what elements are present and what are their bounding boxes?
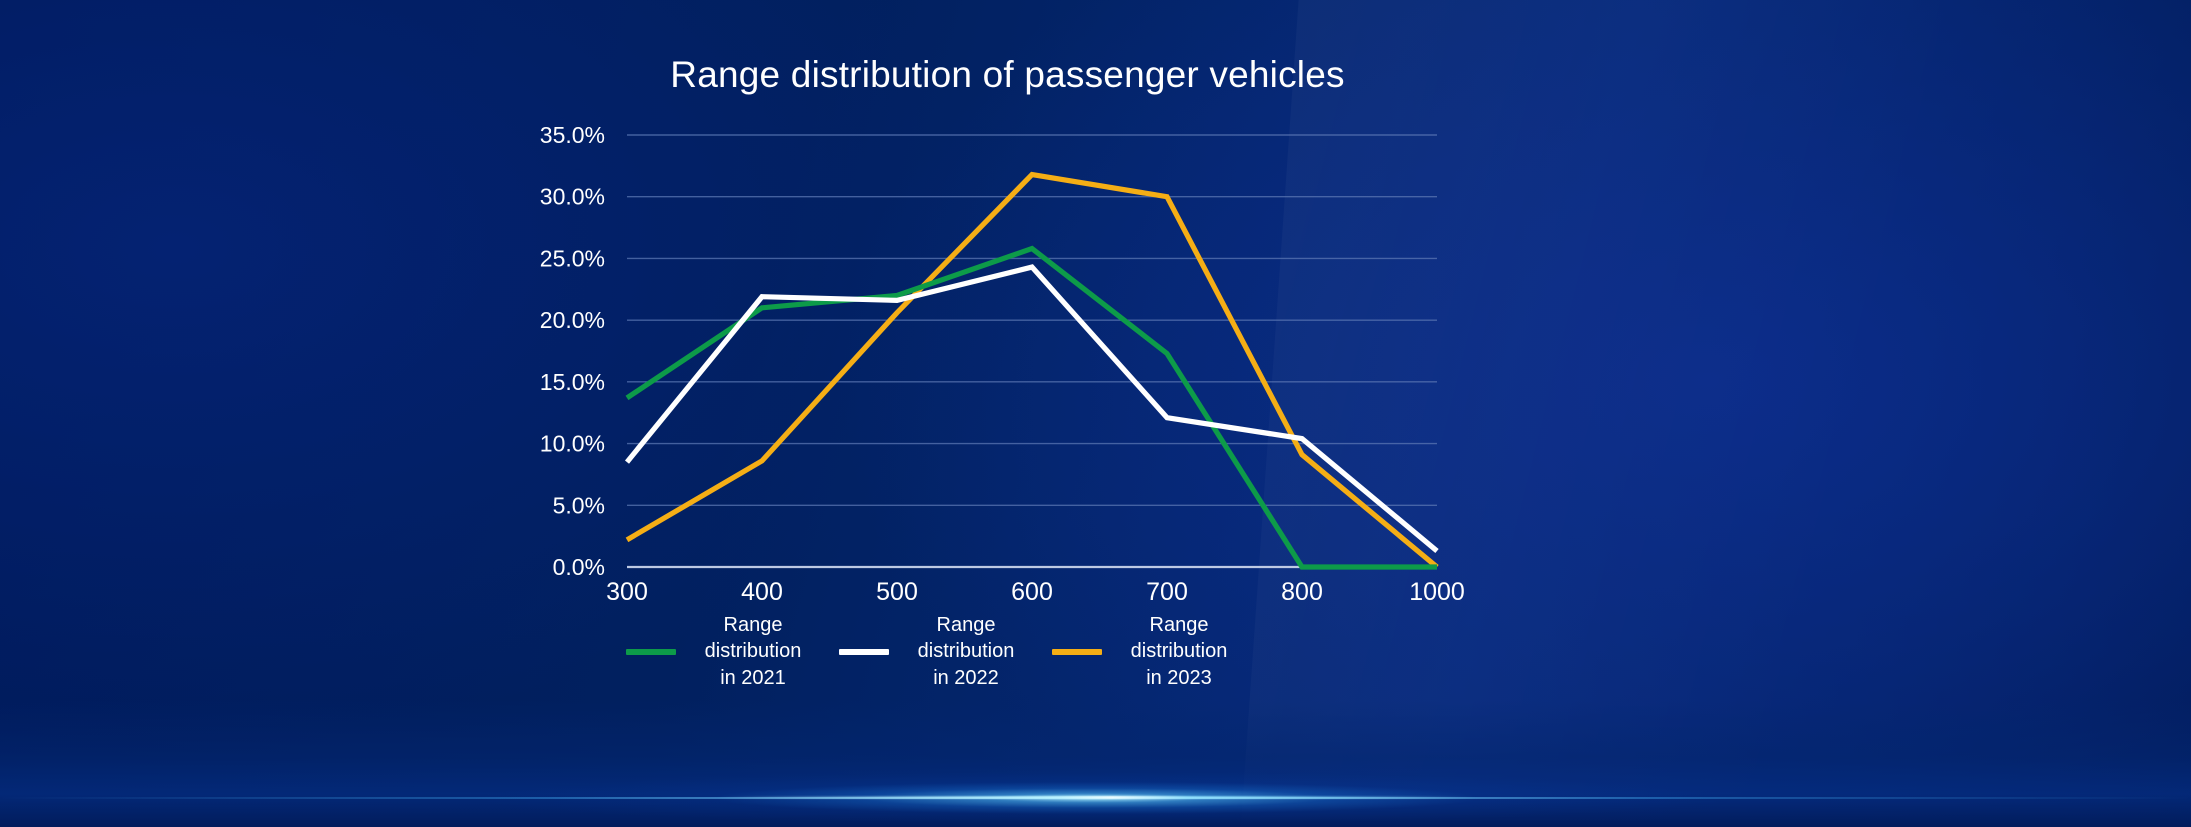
x-axis-tick-label: 1000 xyxy=(1409,578,1465,606)
legend-label: Range distribution in 2023 xyxy=(1115,612,1243,691)
chart-legend: Range distribution in 2021 Range distributio… xyxy=(626,612,1265,691)
legend-label-line-3: in 2022 xyxy=(933,666,999,689)
y-axis-tick-label: 10.0% xyxy=(540,431,605,457)
legend-label: Range distribution in 2022 xyxy=(902,612,1030,691)
x-axis-tick-label: 800 xyxy=(1281,578,1323,606)
chart-title: Range distribution of passenger vehicles xyxy=(670,54,1345,95)
legend-item-2[interactable]: Range distribution in 2022 xyxy=(839,612,1052,691)
series-line-range-distribution-in-2023 xyxy=(625,171,1439,569)
legend-label-line-2: distribution xyxy=(917,640,1015,663)
x-axis-tick-label: 600 xyxy=(1011,578,1053,606)
y-axis-tick-label: 25.0% xyxy=(540,245,605,271)
y-axis-tick-label: 0.0% xyxy=(553,554,605,580)
legend-label-line-1: Range xyxy=(723,614,783,636)
legend-label-line-2: distribution xyxy=(704,640,802,663)
legend-label: Range distribution in 2021 xyxy=(689,612,817,691)
legend-item-1[interactable]: Range distribution in 2021 xyxy=(626,612,839,691)
gridlines xyxy=(627,134,1437,569)
y-axis-tick-label: 15.0% xyxy=(540,369,605,395)
legend-swatch-icon xyxy=(839,648,889,655)
legend-label-line-3: in 2023 xyxy=(1146,666,1212,689)
y-axis-tick-labels: 35.0% 30.0% 25.0% 20.0% 15.0% 10.0% 5.0% 0.0% xyxy=(540,122,605,580)
x-axis-tick-labels: 300 400 500 600 700 800 1000 xyxy=(606,578,1465,606)
x-axis-tick-label: 500 xyxy=(876,578,918,606)
x-axis-tick-label: 700 xyxy=(1146,578,1188,606)
y-axis-tick-label: 20.0% xyxy=(540,307,605,333)
legend-label-line-1: Range xyxy=(936,614,996,636)
series-line-range-distribution-in-2022 xyxy=(624,264,1439,553)
series-line-range-distribution-in-2021 xyxy=(625,245,1437,570)
y-axis-tick-label: 30.0% xyxy=(540,184,605,210)
horizon-line-core xyxy=(715,796,1476,799)
x-axis-tick-label: 300 xyxy=(606,578,648,606)
legend-label-line-1: Range xyxy=(1149,614,1209,636)
y-axis-tick-label: 35.0% xyxy=(540,122,605,148)
legend-item-3[interactable]: Range distribution in 2023 xyxy=(1052,612,1265,691)
legend-swatch-icon xyxy=(626,648,676,655)
y-axis-tick-label: 5.0% xyxy=(553,492,605,518)
x-axis-tick-label: 400 xyxy=(741,578,783,606)
legend-label-line-3: in 2021 xyxy=(720,666,786,689)
legend-label-line-2: distribution xyxy=(1130,640,1228,663)
legend-swatch-icon xyxy=(1052,648,1102,655)
data-series-group xyxy=(624,171,1439,570)
